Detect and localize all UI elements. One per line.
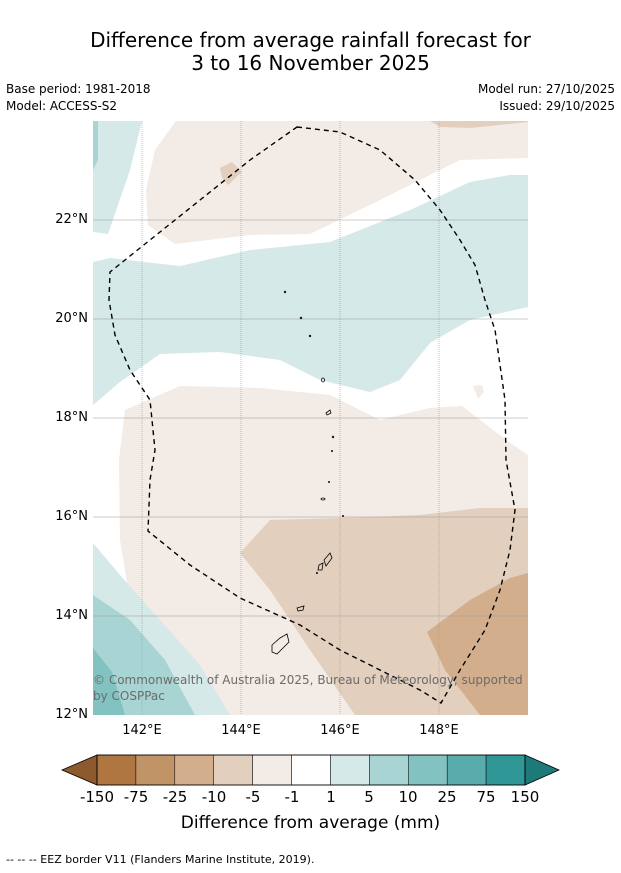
colorbar-tick: 5 bbox=[364, 788, 374, 806]
colorbar-tick: -5 bbox=[245, 788, 261, 806]
colorbar bbox=[60, 754, 560, 786]
graticule bbox=[93, 121, 528, 715]
eez-legend-note: -- -- -- EEZ border V11 (Flanders Marine… bbox=[6, 853, 315, 866]
lon-label-146e: 146°E bbox=[320, 723, 360, 738]
colorbar-cell bbox=[485, 754, 526, 786]
lat-label-14n: 14°N bbox=[55, 608, 88, 623]
map-title-line2: 3 to 16 November 2025 bbox=[191, 51, 430, 75]
lon-label-144e: 144°E bbox=[221, 723, 261, 738]
colorbar-tick: -150 bbox=[79, 788, 115, 806]
lat-label-16n: 16°N bbox=[55, 509, 88, 524]
colorbar-tick: 25 bbox=[437, 788, 457, 806]
lat-label-22n: 22°N bbox=[55, 212, 88, 227]
lat-label-18n: 18°N bbox=[55, 410, 88, 425]
islands bbox=[271, 290, 344, 655]
lon-label-148e: 148°E bbox=[419, 723, 459, 738]
colorbar-cell bbox=[369, 754, 409, 786]
map-title-line1: Difference from average rainfall forecas… bbox=[90, 28, 531, 52]
issued-date: Issued: 29/10/2025 bbox=[499, 99, 615, 113]
colorbar-cell bbox=[408, 754, 448, 786]
lat-label-20n: 20°N bbox=[55, 311, 88, 326]
model-run: Model run: 27/10/2025 bbox=[477, 82, 615, 96]
colorbar-tick: -25 bbox=[162, 788, 188, 806]
colorbar-tick: -75 bbox=[123, 788, 149, 806]
colorbar-cell bbox=[135, 754, 176, 786]
colorbar-tick: -10 bbox=[201, 788, 227, 806]
lat-label-12n: 12°N bbox=[55, 707, 88, 722]
colorbar-cell bbox=[96, 754, 137, 786]
model-name: Model: ACCESS-S2 bbox=[6, 99, 118, 113]
colorbar-left-arrow bbox=[60, 754, 98, 786]
colorbar-cell bbox=[213, 754, 253, 786]
colorbar-tick: 10 bbox=[398, 788, 418, 806]
colorbar-right-arrow bbox=[524, 754, 560, 786]
colorbar-cell bbox=[252, 754, 292, 786]
colorbar-cell bbox=[291, 754, 331, 786]
colorbar-tick: 150 bbox=[510, 788, 540, 806]
colorbar-cell bbox=[446, 754, 487, 786]
colorbar-cell bbox=[174, 754, 214, 786]
colorbar-tick: -1 bbox=[284, 788, 300, 806]
copyright-notice: © Commonwealth of Australia 2025, Bureau… bbox=[93, 673, 523, 703]
colorbar-label: Difference from average (mm) bbox=[180, 813, 441, 833]
colorbar-tick: 75 bbox=[476, 788, 496, 806]
base-period: Base period: 1981-2018 bbox=[6, 82, 151, 96]
colorbar-tick: 1 bbox=[326, 788, 336, 806]
colorbar-cell bbox=[330, 754, 370, 786]
lon-label-142e: 142°E bbox=[122, 723, 162, 738]
